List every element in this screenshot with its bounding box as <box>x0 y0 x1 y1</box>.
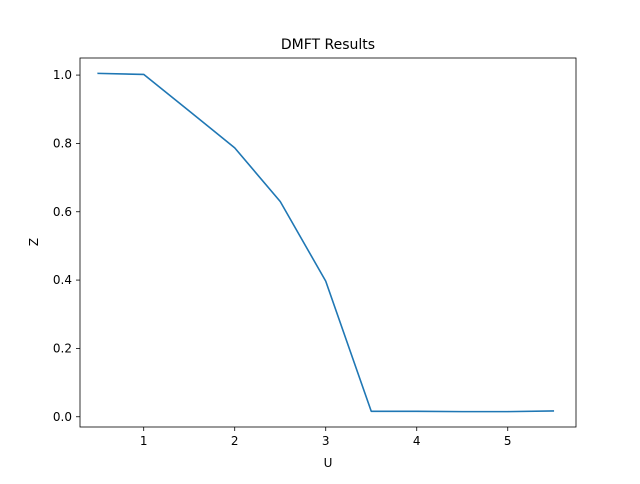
x-axis-label: U <box>324 456 333 470</box>
x-tick-label: 4 <box>413 434 421 448</box>
y-tick-label: 0.0 <box>53 410 72 424</box>
y-tick-label: 0.4 <box>53 273 72 287</box>
y-axis-label: Z <box>27 238 41 246</box>
y-tick-label: 0.8 <box>53 136 72 150</box>
y-tick-label: 1.0 <box>53 68 72 82</box>
x-tick-label: 5 <box>504 434 512 448</box>
x-tick-label: 1 <box>140 434 148 448</box>
x-tick-label: 3 <box>322 434 330 448</box>
chart-title: DMFT Results <box>281 37 375 53</box>
y-tick-label: 0.2 <box>53 341 72 355</box>
y-tick-label: 0.6 <box>53 205 72 219</box>
x-tick-label: 2 <box>231 434 239 448</box>
